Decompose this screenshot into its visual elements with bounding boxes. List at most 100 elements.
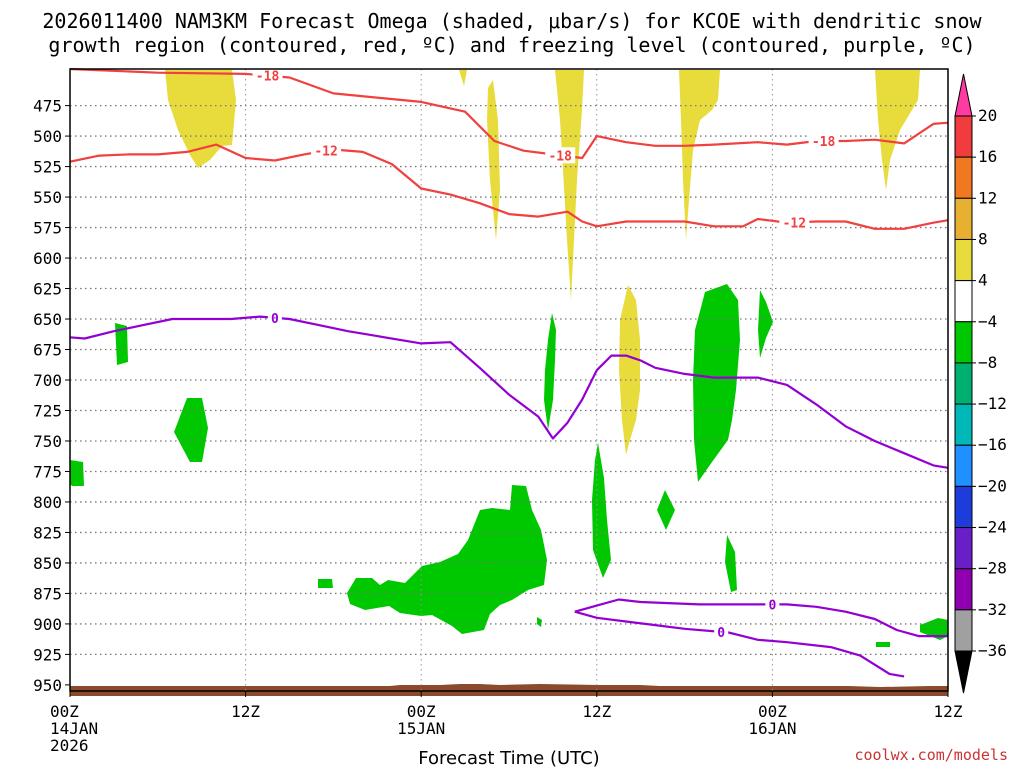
grid-lines <box>70 69 948 691</box>
y-axis: 475 500 525 550 575 600 625 650 675 700 725 750 775 8… <box>33 97 70 695</box>
contour-label-background <box>714 623 729 640</box>
colorbar-label: 20 <box>978 106 997 125</box>
omega-negative-area <box>318 579 333 588</box>
contour-label-background <box>779 214 810 231</box>
colorbar-label: 16 <box>978 147 997 166</box>
colorbar-segment <box>954 444 973 487</box>
colorbar-top-arrow <box>954 73 973 117</box>
x-axis-label: Forecast Time (UTC) <box>418 748 599 768</box>
colorbar-segment <box>954 156 973 199</box>
omega-negative-area <box>693 284 740 482</box>
omega-negative-area <box>876 642 890 647</box>
y-tick-label: 525 <box>33 158 62 177</box>
contour-label: 0 <box>768 598 776 613</box>
colorbar-label: 4 <box>978 271 988 290</box>
y-tick-label: 675 <box>33 341 62 360</box>
contour-line <box>69 67 949 160</box>
colorbar-segment <box>954 115 973 158</box>
colorbar-segment <box>954 280 973 323</box>
contour-label-background <box>808 132 839 149</box>
y-tick-label: 700 <box>33 371 62 390</box>
chart-title-line-2: growth region (contoured, red, ºC) and f… <box>48 33 975 57</box>
omega-positive-area <box>875 70 920 190</box>
colorbar-label: −4 <box>978 312 997 331</box>
x-tick-date-label: 14JAN <box>50 719 98 738</box>
colorbar-label: −24 <box>978 518 1007 537</box>
colorbar-label: −8 <box>978 353 997 372</box>
colorbar-segment <box>954 609 973 652</box>
x-tick-date-label: 15JAN <box>397 719 445 738</box>
colorbar-segment <box>954 527 973 570</box>
omega-positive-area <box>679 70 720 240</box>
y-tick-label: 825 <box>33 523 62 542</box>
x-tick-label: 12Z <box>934 702 963 721</box>
colorbar-label: −12 <box>978 394 1007 413</box>
colorbar-label: −16 <box>978 435 1007 454</box>
contour-label: -18 <box>812 135 836 150</box>
omega-negative-area <box>657 490 675 530</box>
contour-labels: -18 -18 -18 -12 -12 0 0 0 <box>252 67 839 641</box>
colorbar-label: −20 <box>978 476 1007 495</box>
x-tick-year-label: 2026 <box>50 736 89 755</box>
y-tick-label: 900 <box>33 615 62 634</box>
y-tick-label: 875 <box>33 584 62 603</box>
y-tick-label: 725 <box>33 401 62 420</box>
y-tick-label: 625 <box>33 280 62 299</box>
y-tick-label: 575 <box>33 219 62 238</box>
colorbar-segment <box>954 197 973 240</box>
y-tick-label: 600 <box>33 249 62 268</box>
contour-label-background <box>545 147 576 164</box>
colorbar-label: 12 <box>978 188 997 207</box>
contour-label: -12 <box>314 145 337 160</box>
omega-negative-area <box>758 290 773 358</box>
omega-positive-area <box>619 285 640 455</box>
colorbar-segment <box>954 362 973 405</box>
y-tick-label: 650 <box>33 310 62 329</box>
omega-negative-area <box>544 313 556 430</box>
omega-positive-area <box>459 70 467 86</box>
omega-negative-area <box>70 460 84 486</box>
omega-negative-area <box>174 398 208 462</box>
colorbar-segment <box>954 568 973 611</box>
y-tick-label: 950 <box>33 676 62 695</box>
colorbar-label: 8 <box>978 229 988 248</box>
y-tick-label: 775 <box>33 462 62 481</box>
contour-label: 0 <box>271 312 279 327</box>
omega-positive-area <box>165 70 236 168</box>
x-tick-label: 00Z <box>407 702 436 721</box>
contour-label-background <box>252 67 283 84</box>
x-tick-label: 00Z <box>758 702 787 721</box>
contour-label: -12 <box>783 216 806 231</box>
colorbar-segment <box>954 238 973 282</box>
contour-line <box>574 598 948 638</box>
contour-line <box>574 610 905 678</box>
y-tick-label: 750 <box>33 432 62 451</box>
contour-line <box>69 315 949 469</box>
chart-title-line-1: 2026011400 NAM3KM Forecast Omega (shaded… <box>42 9 982 33</box>
credit-text: coolwx.com/models <box>854 746 1008 764</box>
y-tick-label: 550 <box>33 188 62 207</box>
colorbar-segment <box>954 485 973 529</box>
colorbar-segment <box>954 403 973 446</box>
omega-shading <box>70 70 948 696</box>
x-tick-date-label: 16JAN <box>748 719 796 738</box>
contour-label: -18 <box>548 149 572 164</box>
y-tick-label: 925 <box>33 645 62 664</box>
surface-terrain-strip <box>70 684 948 696</box>
y-tick-label: 500 <box>33 127 62 146</box>
y-tick-label: 475 <box>33 97 62 116</box>
y-tick-label: 850 <box>33 554 62 573</box>
contour-label: -18 <box>256 70 280 85</box>
contour-label: 0 <box>717 626 725 641</box>
colorbar-bottom-arrow <box>954 650 973 694</box>
x-tick-label: 00Z <box>50 702 79 721</box>
temperature-contours <box>69 67 949 678</box>
omega-negative-area <box>347 485 547 634</box>
colorbar-label: −32 <box>978 600 1007 619</box>
colorbar-label: −28 <box>978 559 1007 578</box>
omega-positive-area <box>487 80 500 240</box>
colorbar-label: −36 <box>978 641 1007 660</box>
contour-label-background <box>267 309 282 326</box>
colorbar: 20 16 12 8 4 −4 −8 −12 −16 −20 −24 −28 −32 −36 <box>954 73 1007 694</box>
